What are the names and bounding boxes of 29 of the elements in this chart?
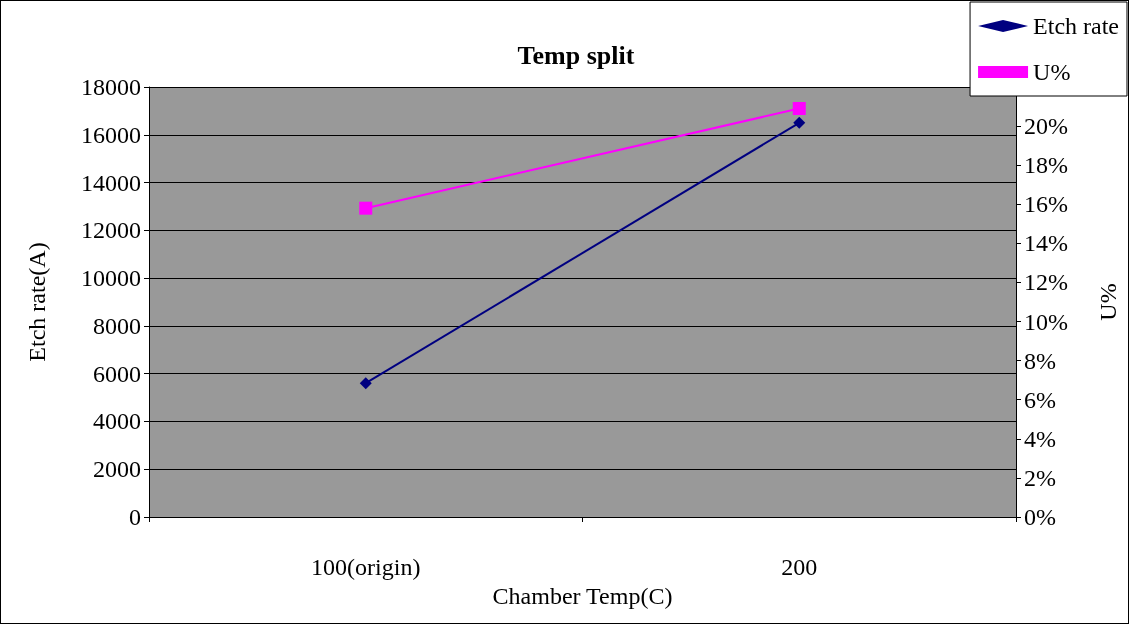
x-axis-title: Chamber Temp(C) xyxy=(492,582,673,609)
y-tick-label: 16000 xyxy=(81,121,141,148)
y2-tick-label: 20% xyxy=(1024,113,1068,140)
y-tick-label: 12000 xyxy=(81,217,141,244)
y2-tick-label: 0% xyxy=(1024,504,1056,530)
y-tick-label: 8000 xyxy=(93,312,141,339)
legend-label: U% xyxy=(1033,59,1071,85)
y2-tick-label: 6% xyxy=(1024,386,1056,413)
y-tick-label: 10000 xyxy=(81,265,141,292)
x-tick-label: 200 xyxy=(781,554,818,580)
y-tick-label: 2000 xyxy=(93,456,141,483)
y2-tick-label: 8% xyxy=(1024,347,1056,374)
y2-tick-label: 14% xyxy=(1024,230,1068,257)
y2-tick-label: 2% xyxy=(1024,464,1056,491)
y-tick-label: 18000 xyxy=(81,74,141,100)
y2-tick-label: 18% xyxy=(1024,152,1068,179)
y-axis-title: Etch rate(A) xyxy=(24,242,50,362)
y-tick-label: 6000 xyxy=(93,360,141,387)
legend-label: Etch rate xyxy=(1033,13,1120,39)
y2-tick-label: 16% xyxy=(1024,191,1068,218)
y2-tick-label: 12% xyxy=(1024,269,1068,296)
y2-tick-label: 10% xyxy=(1024,308,1068,335)
y-tick-label: 0 xyxy=(129,504,141,530)
y2-tick-label: 4% xyxy=(1024,425,1056,452)
y-tick-label: 14000 xyxy=(81,169,141,196)
y-tick-label: 4000 xyxy=(93,408,141,435)
chart-title: Temp split xyxy=(517,40,635,70)
x-tick-label: 100(origin) xyxy=(311,554,421,580)
y2-axis-title: U% xyxy=(1095,283,1121,321)
